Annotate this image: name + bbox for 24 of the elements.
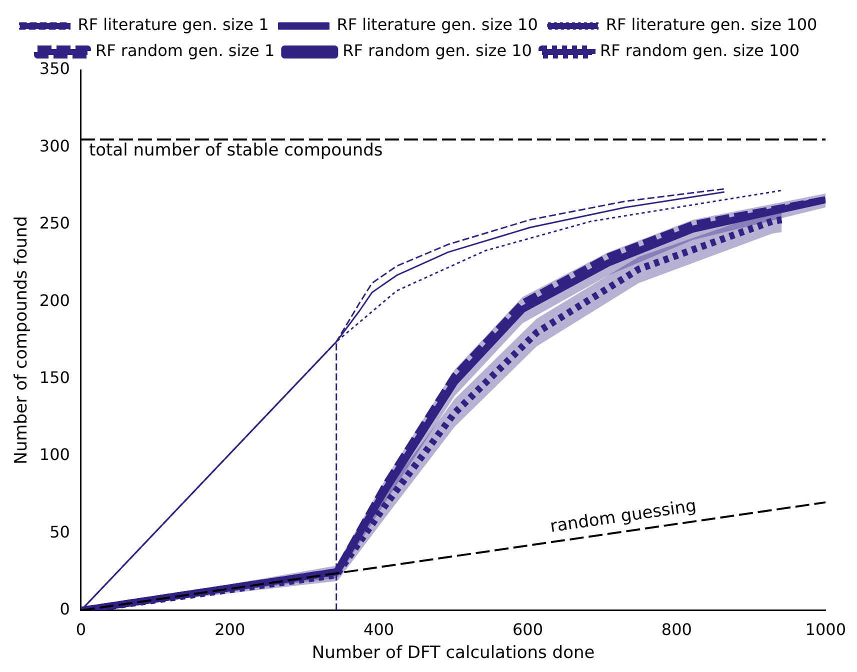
legend-label: RF literature gen. size 1 [78,15,269,34]
ref-line-label: total number of stable compounds [88,140,383,160]
y-tick-label: 300 [39,136,70,156]
x-axis-title: Number of DFT calculations done [312,643,595,664]
y-tick-label: 0 [60,600,70,619]
y-axis-title: Number of compounds found [12,216,32,464]
x-tick-label: 0 [76,620,86,640]
legend-label: RF literature gen. size 10 [336,15,538,34]
y-tick-label: 200 [39,290,70,310]
y-tick-label: 50 [50,522,70,542]
x-tick-label: 400 [364,620,394,640]
legend-label: RF random gen. size 1 [96,41,275,60]
x-tick-label: 1000 [805,620,846,640]
y-tick-label: 150 [39,368,70,387]
x-tick-label: 800 [661,620,692,640]
y-tick-label: 250 [39,214,70,233]
x-tick-label: 200 [214,620,246,640]
legend-label: RF literature gen. size 100 [606,15,818,34]
x-tick-label: 600 [512,620,544,640]
legend-label: RF random gen. size 100 [600,41,800,60]
y-tick-label: 100 [39,445,70,464]
annotation: random guessing [548,496,698,537]
legend-label: RF random gen. size 10 [342,41,532,60]
y-tick-label: 350 [39,59,70,78]
